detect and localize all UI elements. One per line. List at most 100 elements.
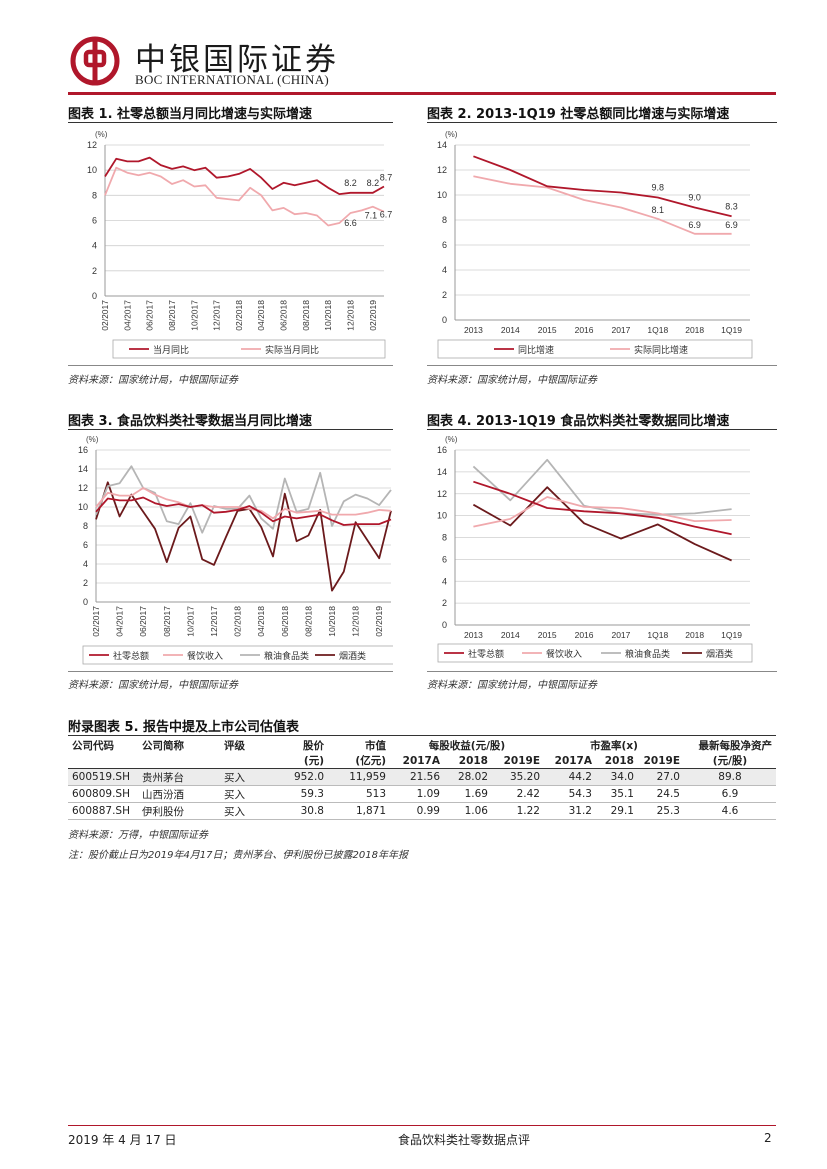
table-cell: 29.1 <box>610 805 634 817</box>
y-tick-label: 4 <box>92 241 97 251</box>
x-tick-label: 1Q19 <box>721 630 742 640</box>
table-row: 600887.SH 伊利股份 买入 30.8 1,871 0.99 1.06 1.22 31.2… <box>68 803 776 820</box>
table-subheader: (元/股) <box>712 755 748 767</box>
x-tick-label: 1Q19 <box>721 325 742 335</box>
y-tick-label: 10 <box>87 165 97 175</box>
y-tick-label: 14 <box>78 464 88 474</box>
legend-label: 粮油食品类 <box>625 648 670 660</box>
y-tick-label: 0 <box>83 597 88 607</box>
y-tick-label: 8 <box>83 521 88 531</box>
table-cell: 34.0 <box>596 768 638 786</box>
table-cell: 1.06 <box>464 805 488 817</box>
figure-4-source: 资料来源：国家统计局，中银国际证券 <box>427 680 597 691</box>
y-tick-label: 10 <box>437 190 447 200</box>
figure-4-bottom-rule <box>427 671 777 672</box>
x-tick-label: 12/2018 <box>346 300 356 331</box>
table-cell: 4.6 <box>721 805 739 817</box>
y-tick-label: 6 <box>83 540 88 550</box>
table-cell: 1.09 <box>416 788 440 800</box>
x-tick-label: 2014 <box>501 630 520 640</box>
brand-name-en: BOC INTERNATIONAL (CHINA) <box>135 72 330 87</box>
y-tick-label: 0 <box>442 315 447 325</box>
x-tick-label: 04/2017 <box>122 300 132 331</box>
data-label: 6.6 <box>344 218 357 228</box>
table-cell: 31.2 <box>568 805 592 817</box>
table-subheader: 2017A <box>402 754 440 767</box>
data-label: 8.2 <box>367 178 380 188</box>
series-line-1 <box>104 166 385 227</box>
x-tick-label: 2017 <box>611 630 630 640</box>
series-line-1 <box>473 496 732 528</box>
table-cell: 贵州茅台 <box>138 768 220 786</box>
figure-2-chart: (%) 0 2 4 6 8 10 12 14 2013 2014 2015 2016 2017 1Q18 20… <box>437 130 753 359</box>
table-cell: 27.0 <box>638 768 684 786</box>
table-header: 评级 <box>224 740 245 752</box>
y-tick-label: 0 <box>92 291 97 301</box>
y-tick-label: 6 <box>442 240 447 250</box>
x-tick-label: 2018 <box>685 325 704 335</box>
legend-label: 实际同比增速 <box>634 344 688 356</box>
x-tick-label: 02/2019 <box>368 300 378 331</box>
x-tick-label: 1Q18 <box>647 325 668 335</box>
y-axis-unit-label: (%) <box>445 130 458 139</box>
legend-label: 社零总额 <box>113 650 149 662</box>
y-tick-label: 10 <box>437 511 447 521</box>
legend-label: 实际当月同比 <box>265 344 319 356</box>
data-label: 8.2 <box>344 178 357 188</box>
y-tick-label: 2 <box>92 266 97 276</box>
data-label: 6.9 <box>725 220 738 230</box>
series-line-0 <box>473 155 732 218</box>
table-subheader: (元) <box>303 755 324 767</box>
series-line-2 <box>472 458 732 516</box>
y-tick-label: 0 <box>442 620 447 630</box>
legend-box <box>82 645 393 665</box>
table-cell: 513 <box>365 788 386 800</box>
x-tick-label: 2014 <box>501 325 520 335</box>
x-tick-label: 02/2018 <box>233 606 243 637</box>
table-cell: 买入 <box>220 768 268 786</box>
figure-5-title: 附录图表 5. 报告中提及上市公司估值表 <box>68 720 300 735</box>
table-row: 600809.SH 山西汾酒 买入 59.3 513 1.09 1.69 2.42 54.3 35… <box>68 786 776 803</box>
table-subheader: 2019E <box>503 754 540 767</box>
y-axis-unit-label: (%) <box>445 435 458 444</box>
table-cell: 买入 <box>224 788 245 801</box>
figure-1-source: 资料来源：国家统计局，中银国际证券 <box>68 375 238 386</box>
table-cell: 952.0 <box>268 768 328 786</box>
table-cell: 1,871 <box>355 805 386 817</box>
y-axis-unit-label: (%) <box>95 130 108 139</box>
x-tick-label: 2015 <box>538 630 557 640</box>
table-cell: 25.3 <box>656 805 680 817</box>
table-cell: 600519.SH <box>68 768 138 786</box>
table-subheader <box>220 753 268 769</box>
figure-3-title: 图表 3. 食品饮料类社零数据当月同比增速 <box>68 414 313 429</box>
y-tick-label: 14 <box>437 467 447 477</box>
data-label: 6.7 <box>380 210 393 220</box>
y-tick-label: 4 <box>442 265 447 275</box>
table-cell: 30.8 <box>300 805 324 817</box>
table-cell: 89.8 <box>684 768 776 786</box>
table-note: 注：股价截止日为2019年4月17日；贵州茅台、伊利股份已披露2018年年报 <box>68 850 408 861</box>
legend-label: 烟酒类 <box>706 648 733 660</box>
x-tick-label: 2013 <box>464 630 483 640</box>
x-tick-label: 2017 <box>611 325 630 335</box>
figure-1-title: 图表 1. 社零总额当月同比增速与实际增速 <box>68 107 313 122</box>
x-tick-label: 10/2018 <box>327 606 337 637</box>
y-tick-label: 12 <box>437 489 447 499</box>
y-tick-label: 6 <box>92 216 97 226</box>
table-subheader: 2018 <box>604 754 634 767</box>
data-label: 7.1 <box>365 211 378 221</box>
series-line-3 <box>95 481 392 592</box>
data-label: 6.9 <box>688 220 701 230</box>
x-tick-label: 06/2018 <box>279 300 289 331</box>
legend-box <box>437 643 753 663</box>
y-tick-label: 2 <box>442 598 447 608</box>
table-cell: 11,959 <box>328 768 390 786</box>
x-tick-label: 04/2018 <box>256 606 266 637</box>
x-tick-label: 02/2017 <box>100 300 110 331</box>
x-tick-label: 06/2018 <box>280 606 290 637</box>
figure-4-rule <box>427 429 777 431</box>
table-header: 公司简称 <box>142 740 184 752</box>
x-tick-label: 2016 <box>575 325 594 335</box>
x-tick-label: 06/2017 <box>138 606 148 637</box>
y-tick-label: 8 <box>92 190 97 200</box>
